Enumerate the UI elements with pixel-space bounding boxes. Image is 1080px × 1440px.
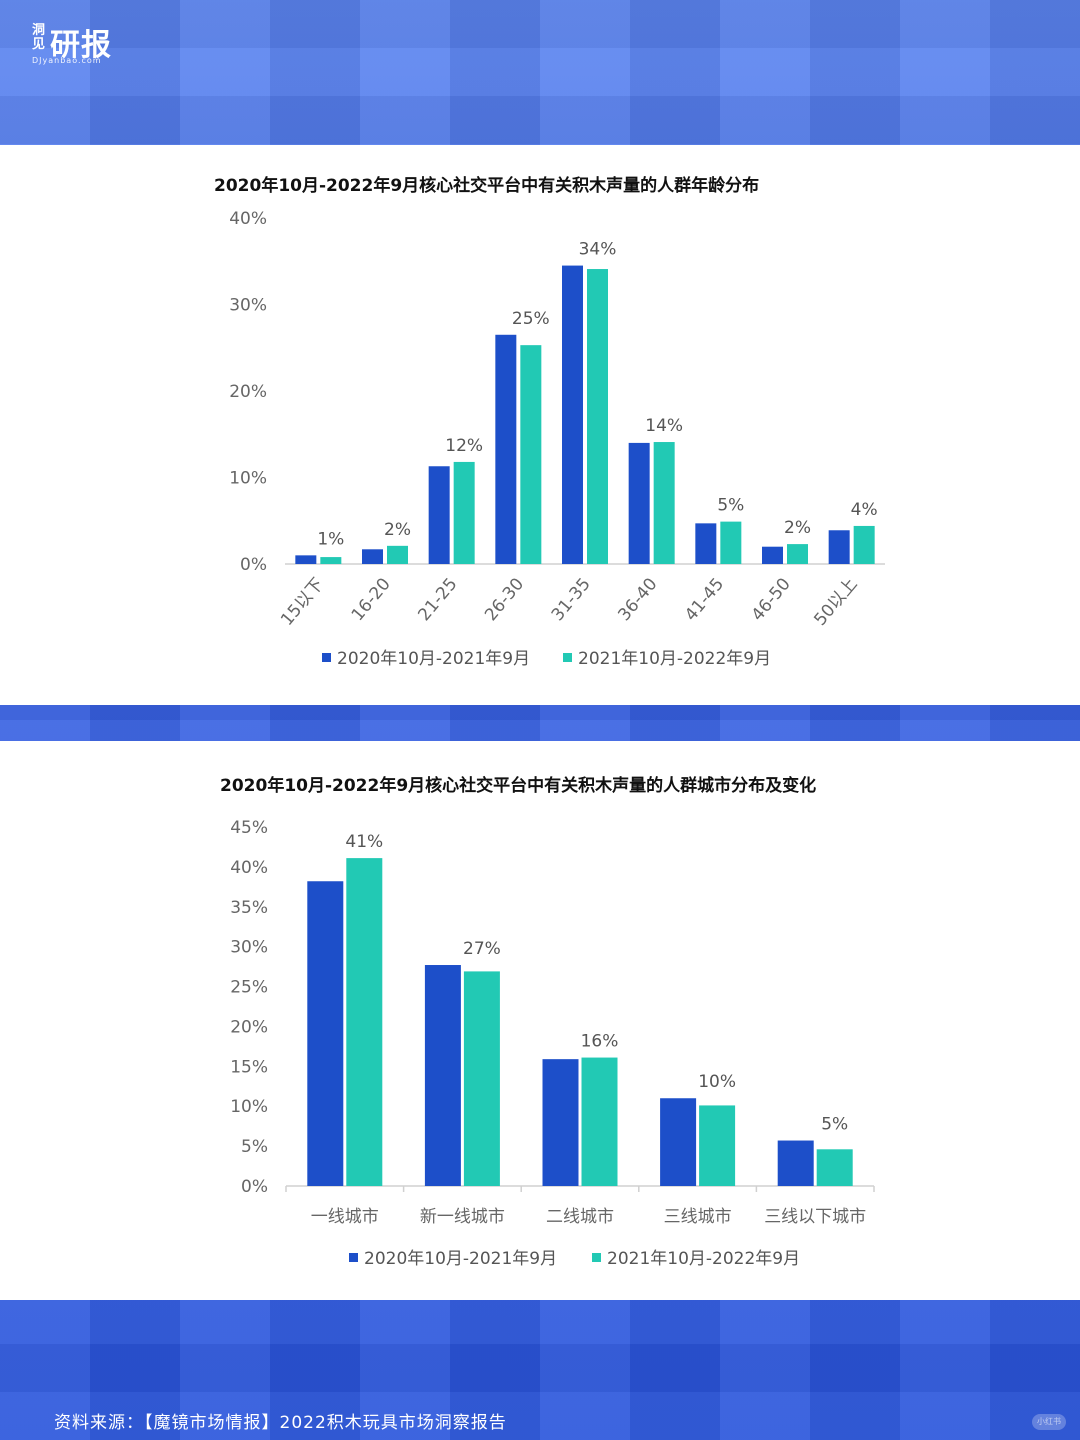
logo-small-text: 洞见 (32, 23, 46, 52)
x-tick-label: 21-25 (414, 574, 461, 625)
data-label: 4% (851, 500, 878, 520)
x-tick-label: 15以下 (277, 574, 328, 629)
bar-1-4 (660, 1098, 697, 1186)
source-note: 资料来源：【魔镜市场情报】2022积木玩具市场洞察报告 (54, 1413, 507, 1433)
data-label: 41% (345, 832, 383, 852)
data-label: 34% (579, 240, 617, 260)
y-tick-label: 40% (230, 858, 268, 878)
y-tick-label: 30% (230, 938, 268, 958)
bar-1-3 (542, 1059, 579, 1186)
y-tick-label: 10% (230, 1097, 268, 1117)
x-tick-label: 26-30 (481, 574, 528, 625)
x-tick-label: 三线以下城市 (764, 1207, 866, 1227)
y-tick-label: 15% (230, 1057, 268, 1077)
legend-label-2: 2021年10月-2022年9月 (578, 649, 771, 669)
x-tick-label: 三线城市 (664, 1207, 732, 1227)
y-tick-label: 25% (230, 978, 268, 998)
x-tick-label: 16-20 (348, 574, 395, 625)
data-label: 5% (717, 496, 744, 516)
city-distribution-chart: 2020年10月-2022年9月核心社交平台中有关积木声量的人群城市分布及变化 0… (220, 775, 875, 1269)
y-tick-label: 0% (241, 1177, 268, 1197)
bar-2-2 (387, 545, 408, 564)
bar-1-9 (828, 530, 850, 564)
y-tick-label: 20% (229, 382, 267, 402)
bar-1-4 (495, 334, 517, 564)
bar-1-6 (628, 442, 650, 564)
legend-swatch-2 (563, 653, 572, 662)
data-label: 14% (645, 416, 683, 436)
y-tick-label: 0% (240, 555, 267, 575)
bar-2-6 (653, 442, 675, 564)
city-chart-panel: 2020年10月-2022年9月核心社交平台中有关积木声量的人群城市分布及变化 0… (0, 741, 1080, 1300)
legend-swatch-1 (322, 653, 331, 662)
bar-2-1 (320, 557, 342, 564)
watermark: 小红书 (1032, 1414, 1066, 1430)
bar-1-2 (362, 549, 383, 564)
y-tick-label: 40% (229, 209, 267, 229)
data-label: 5% (821, 1115, 848, 1135)
bar-2-4 (699, 1105, 736, 1186)
age-distribution-chart: 2020年10月-2022年9月核心社交平台中有关积木声量的人群年龄分布 0% 10… (214, 175, 885, 669)
bar-1-2 (424, 965, 461, 1186)
bar-2-1 (346, 858, 383, 1186)
bar-2-5 (816, 1149, 853, 1186)
y-tick-label: 35% (230, 898, 268, 918)
age-chart-panel: 2020年10月-2022年9月核心社交平台中有关积木声量的人群年龄分布 0% 10… (0, 145, 1080, 705)
data-label: 12% (445, 436, 483, 456)
data-label: 2% (784, 518, 811, 538)
bar-2-5 (587, 269, 608, 564)
x-tick-label: 一线城市 (311, 1207, 379, 1227)
logo-sub-text: DJyanbao.com (32, 56, 102, 65)
bar-2-7 (720, 521, 742, 564)
data-label: 25% (512, 309, 550, 329)
data-label: 2% (384, 520, 411, 540)
data-label: 10% (698, 1072, 736, 1092)
bar-1-5 (562, 265, 583, 564)
x-tick-label: 41-45 (681, 574, 728, 625)
bar-2-8 (787, 544, 808, 564)
bar-1-1 (307, 881, 344, 1186)
logo-main-text: 研报 (50, 28, 112, 63)
bar-1-1 (295, 555, 317, 564)
bar-1-5 (777, 1140, 814, 1186)
x-tick-label: 50以上 (810, 574, 861, 629)
data-label: 1% (317, 529, 344, 549)
x-tick-label: 36-40 (614, 574, 661, 625)
legend-label-1: 2020年10月-2021年9月 (364, 1249, 557, 1269)
bar-1-7 (695, 523, 717, 564)
data-label: 16% (581, 1032, 619, 1052)
y-tick-label: 10% (229, 469, 267, 489)
legend-swatch-1 (349, 1253, 358, 1262)
y-tick-label: 45% (230, 818, 268, 838)
y-tick-label: 30% (229, 296, 267, 316)
x-tick-label: 新一线城市 (420, 1207, 505, 1227)
bar-1-3 (428, 466, 450, 564)
legend-swatch-2 (592, 1253, 601, 1262)
x-tick-label: 二线城市 (546, 1207, 614, 1227)
legend-label-1: 2020年10月-2021年9月 (337, 649, 530, 669)
legend-label-2: 2021年10月-2022年9月 (607, 1249, 800, 1269)
chart-title: 2020年10月-2022年9月核心社交平台中有关积木声量的人群年龄分布 (214, 175, 759, 196)
bar-2-3 (581, 1057, 618, 1186)
bar-2-4 (520, 345, 542, 564)
bar-2-3 (453, 461, 475, 564)
bar-2-9 (853, 525, 875, 564)
y-tick-label: 5% (241, 1137, 268, 1157)
bar-2-2 (463, 971, 500, 1186)
x-tick-label: 46-50 (748, 574, 795, 625)
bar-1-8 (762, 546, 783, 564)
y-tick-label: 20% (230, 1017, 268, 1037)
chart-title: 2020年10月-2022年9月核心社交平台中有关积木声量的人群城市分布及变化 (220, 775, 816, 796)
x-tick-label: 31-35 (548, 574, 595, 625)
data-label: 27% (463, 939, 501, 959)
